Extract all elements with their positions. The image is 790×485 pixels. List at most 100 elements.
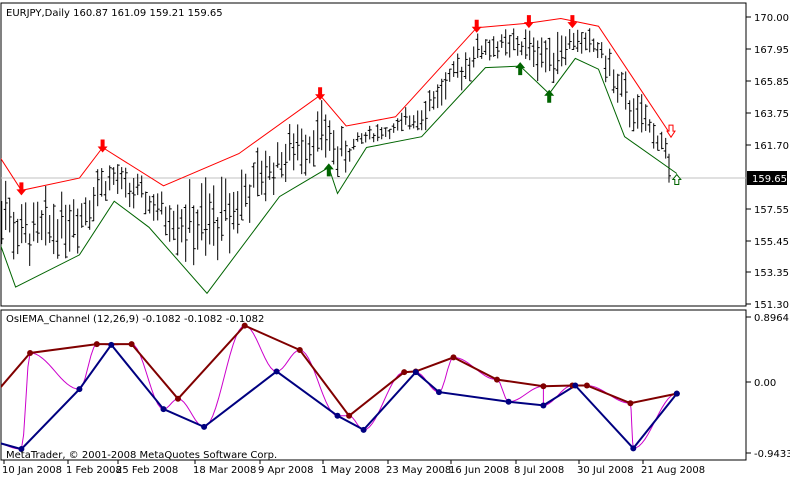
date-tick-label: 8 Jul 2008 <box>514 465 564 476</box>
ohlc-bar <box>247 184 252 223</box>
ohlc-bar <box>583 32 588 51</box>
ohlc-bar <box>167 205 172 242</box>
ohlc-bar <box>471 46 476 68</box>
ohlc-bar <box>535 40 540 82</box>
ohlc-bar <box>35 201 40 243</box>
ohlc-bar <box>591 38 596 52</box>
ohlc-bar <box>483 39 488 56</box>
oscillator-upper-point <box>296 347 303 354</box>
price-tick-label: 167.95 <box>754 45 789 56</box>
date-axis: 10 Jan 2008 1 Feb 2008 25 Feb 2008 18 Ma… <box>2 460 705 476</box>
ohlc-bar <box>227 193 232 254</box>
ohlc-bar <box>407 115 412 130</box>
price-tick: 155.45 <box>746 237 789 248</box>
ohlc-bar <box>515 35 520 56</box>
indicator-tick-label: 0.8964 <box>754 313 789 324</box>
ohlc-bar <box>147 195 152 214</box>
ohlc-bar <box>587 28 592 53</box>
ohlc-bar <box>491 36 496 57</box>
ohlc-bar <box>39 210 44 241</box>
oscillator-lower-point <box>108 341 115 348</box>
ohlc-bar <box>335 146 340 178</box>
oscillator-lower-point <box>436 389 442 396</box>
ohlc-bar <box>611 69 616 94</box>
ohlc-bar <box>47 214 52 243</box>
ohlc-bar <box>75 208 80 254</box>
price-tick-label: 161.70 <box>754 141 789 152</box>
date-tick-label: 16 Jun 2008 <box>449 465 509 476</box>
ohlc-bar <box>195 209 200 250</box>
date-tick: 1 May 2008 <box>321 460 380 476</box>
oscillator-upper-point <box>128 341 135 348</box>
ohlc-bar <box>123 167 128 198</box>
price-tick-label: 157.55 <box>754 205 789 216</box>
ohlc-bar <box>435 84 440 109</box>
ohlc-bar <box>655 135 660 151</box>
ohlc-bar <box>71 199 76 238</box>
date-tick: 18 Mar 2008 <box>193 460 256 476</box>
ohlc-bar <box>251 162 256 188</box>
date-tick-label: 1 Feb 2008 <box>66 465 122 476</box>
sell-arrow-icon <box>315 87 326 101</box>
ohlc-bar <box>31 202 36 242</box>
ohlc-bar <box>295 124 300 161</box>
sell-arrow-icon <box>471 19 482 33</box>
ohlc-bar <box>275 142 280 168</box>
ohlc-bar <box>271 162 276 196</box>
ohlc-bar <box>639 94 644 133</box>
oscillator-lower-point <box>505 398 512 405</box>
ohlc-bar <box>183 204 188 262</box>
ohlc-bar <box>267 156 272 180</box>
ohlc-bar <box>351 138 356 150</box>
ohlc-bar <box>531 37 536 67</box>
date-tick-label: 30 Jul 2008 <box>577 465 634 476</box>
date-tick: 25 Feb 2008 <box>116 460 178 476</box>
ohlc-bar <box>219 176 224 241</box>
indicator-tick-label: 0.00 <box>754 378 776 389</box>
ohlc-bar <box>563 36 568 66</box>
indicator-axis: 0.8964 0.00 -0.9433 <box>746 313 790 460</box>
ohlc-bar <box>499 34 504 48</box>
ohlc-bar <box>651 123 656 149</box>
signal-arrows <box>16 15 682 196</box>
ohlc-bar <box>115 164 120 194</box>
ohlc-bar <box>139 175 144 198</box>
sell-arrow-icon <box>523 15 534 29</box>
oscillator-upper-point <box>27 349 34 356</box>
ohlc-bar <box>143 191 148 215</box>
ohlc-bar <box>427 90 432 112</box>
indicator-panel[interactable] <box>0 309 747 461</box>
date-tick: 30 Jul 2008 <box>577 460 634 476</box>
pending-sell-arrow-icon <box>666 124 676 139</box>
ohlc-bar <box>87 200 92 230</box>
ohlc-bar <box>155 193 160 221</box>
oscillator-upper-point <box>93 341 100 348</box>
ohlc-bar <box>539 37 544 68</box>
ohlc-bar <box>495 41 500 59</box>
ohlc-bar <box>371 133 376 143</box>
price-tick-label: 163.75 <box>754 109 789 120</box>
ohlc-bar <box>547 37 552 72</box>
ohlc-bar <box>175 204 180 256</box>
ohlc-bar <box>323 114 328 158</box>
ohlc-bar <box>659 131 664 150</box>
ohlc-bar <box>527 30 532 61</box>
ohlc-bar <box>579 32 584 54</box>
oscillator-lower-point <box>160 406 167 413</box>
ohlc-bar <box>179 209 184 243</box>
ohlc-bar <box>1 201 4 245</box>
ohlc-bar <box>627 100 632 128</box>
oscillator-lower-point <box>572 382 579 389</box>
ohlc-bar <box>235 191 240 234</box>
date-tick-label: 1 May 2008 <box>321 465 380 476</box>
ohlc-bar <box>243 173 248 207</box>
ohlc-bar <box>439 78 444 106</box>
main-panel[interactable] <box>0 2 747 307</box>
sell-arrow-icon <box>97 139 108 153</box>
ohlc-bar <box>603 55 608 83</box>
price-tick: 167.95 <box>746 45 789 56</box>
date-tick: 1 Feb 2008 <box>66 460 122 476</box>
ohlc-bar <box>239 169 244 221</box>
